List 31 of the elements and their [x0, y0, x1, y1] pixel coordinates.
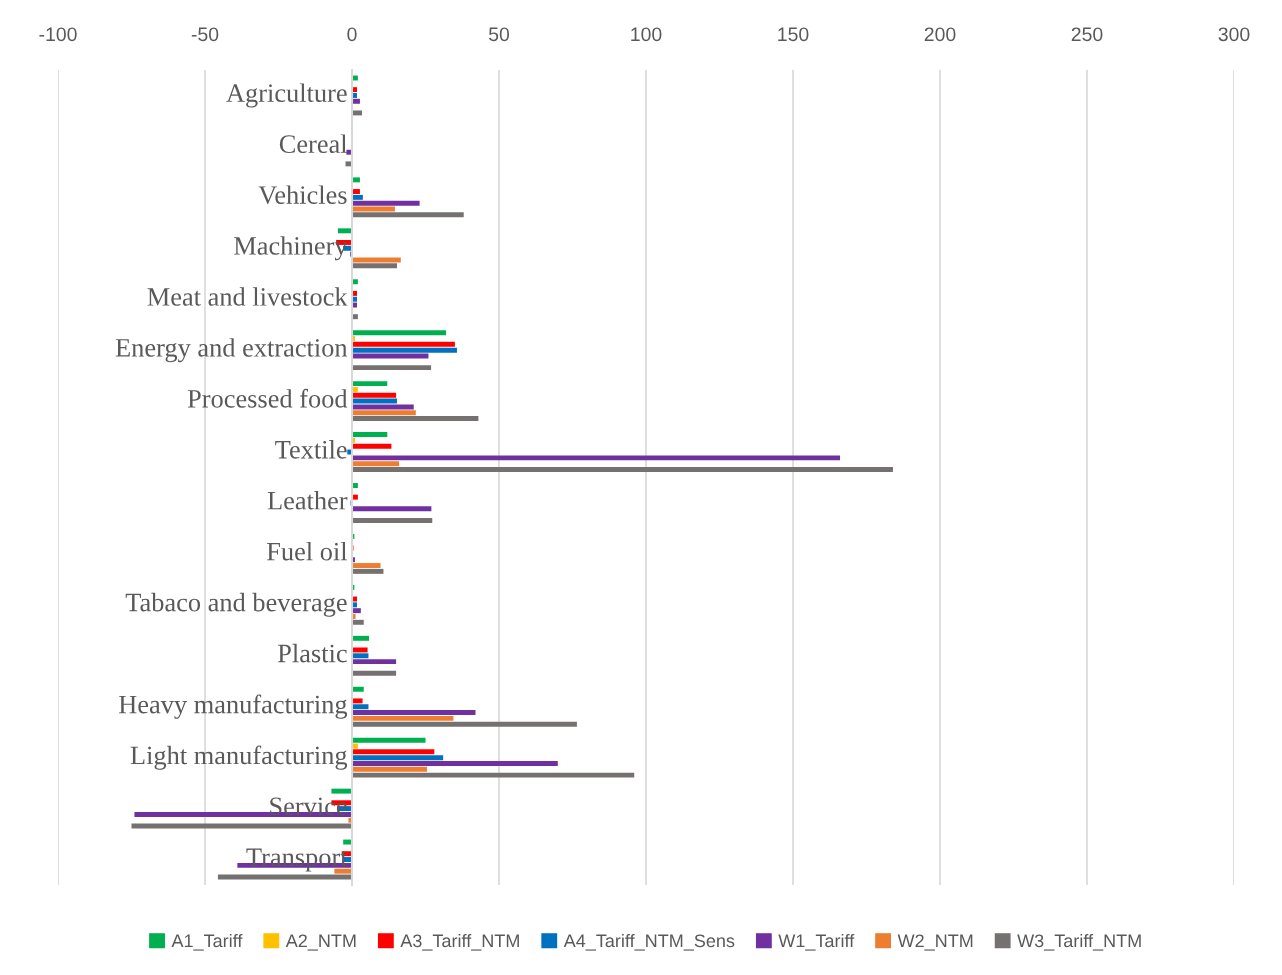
- legend-label: W2_NTM: [897, 934, 973, 951]
- y-tick-label: Meat and livestock: [147, 287, 348, 306]
- y-tick-label: Cereal: [279, 134, 348, 154]
- y-tick-label: Leather: [267, 491, 348, 510]
- x-tick-label: -100: [39, 27, 77, 42]
- y-tick-label: Agriculture: [226, 83, 347, 108]
- y-tick-label: Service: [270, 797, 347, 816]
- x-tick-label: 250: [1071, 27, 1103, 42]
- legend-label: W1_Tariff: [778, 933, 855, 951]
- y-tick-label: Plastic: [277, 643, 347, 663]
- y-tick-label: Machinery: [234, 236, 348, 261]
- y-tick-label: Processed food: [187, 388, 348, 408]
- y-tick-label: Heavy manufacturing: [119, 694, 348, 719]
- y-tick-label: Textile: [275, 440, 347, 459]
- x-tick-label: 150: [778, 27, 809, 42]
- y-tick-label: Energy and extraction: [115, 338, 348, 363]
- legend-label: A2_NTM: [285, 934, 356, 951]
- y-tick-label: Light manufacturing: [130, 745, 348, 770]
- x-tick-label: 200: [924, 27, 956, 42]
- y-tick-label: Fuel oil: [266, 541, 348, 561]
- legend-label: A4_Tariff_NTM_Sens: [563, 933, 735, 951]
- x-tick-label: 100: [631, 27, 662, 42]
- x-tick-label: 50: [488, 27, 510, 42]
- y-tick-label: Vehicles: [258, 185, 347, 205]
- legend-label: A3_Tariff_NTM: [400, 933, 519, 951]
- x-tick-label: -50: [191, 27, 219, 42]
- y-tick-label: Tabaco and beverage: [125, 592, 347, 617]
- legend-label: A1_Tariff: [171, 933, 243, 951]
- x-tick-label: 300: [1218, 27, 1250, 42]
- x-tick-label: 0: [347, 27, 357, 42]
- legend-label: W3_Tariff_NTM: [1017, 933, 1141, 951]
